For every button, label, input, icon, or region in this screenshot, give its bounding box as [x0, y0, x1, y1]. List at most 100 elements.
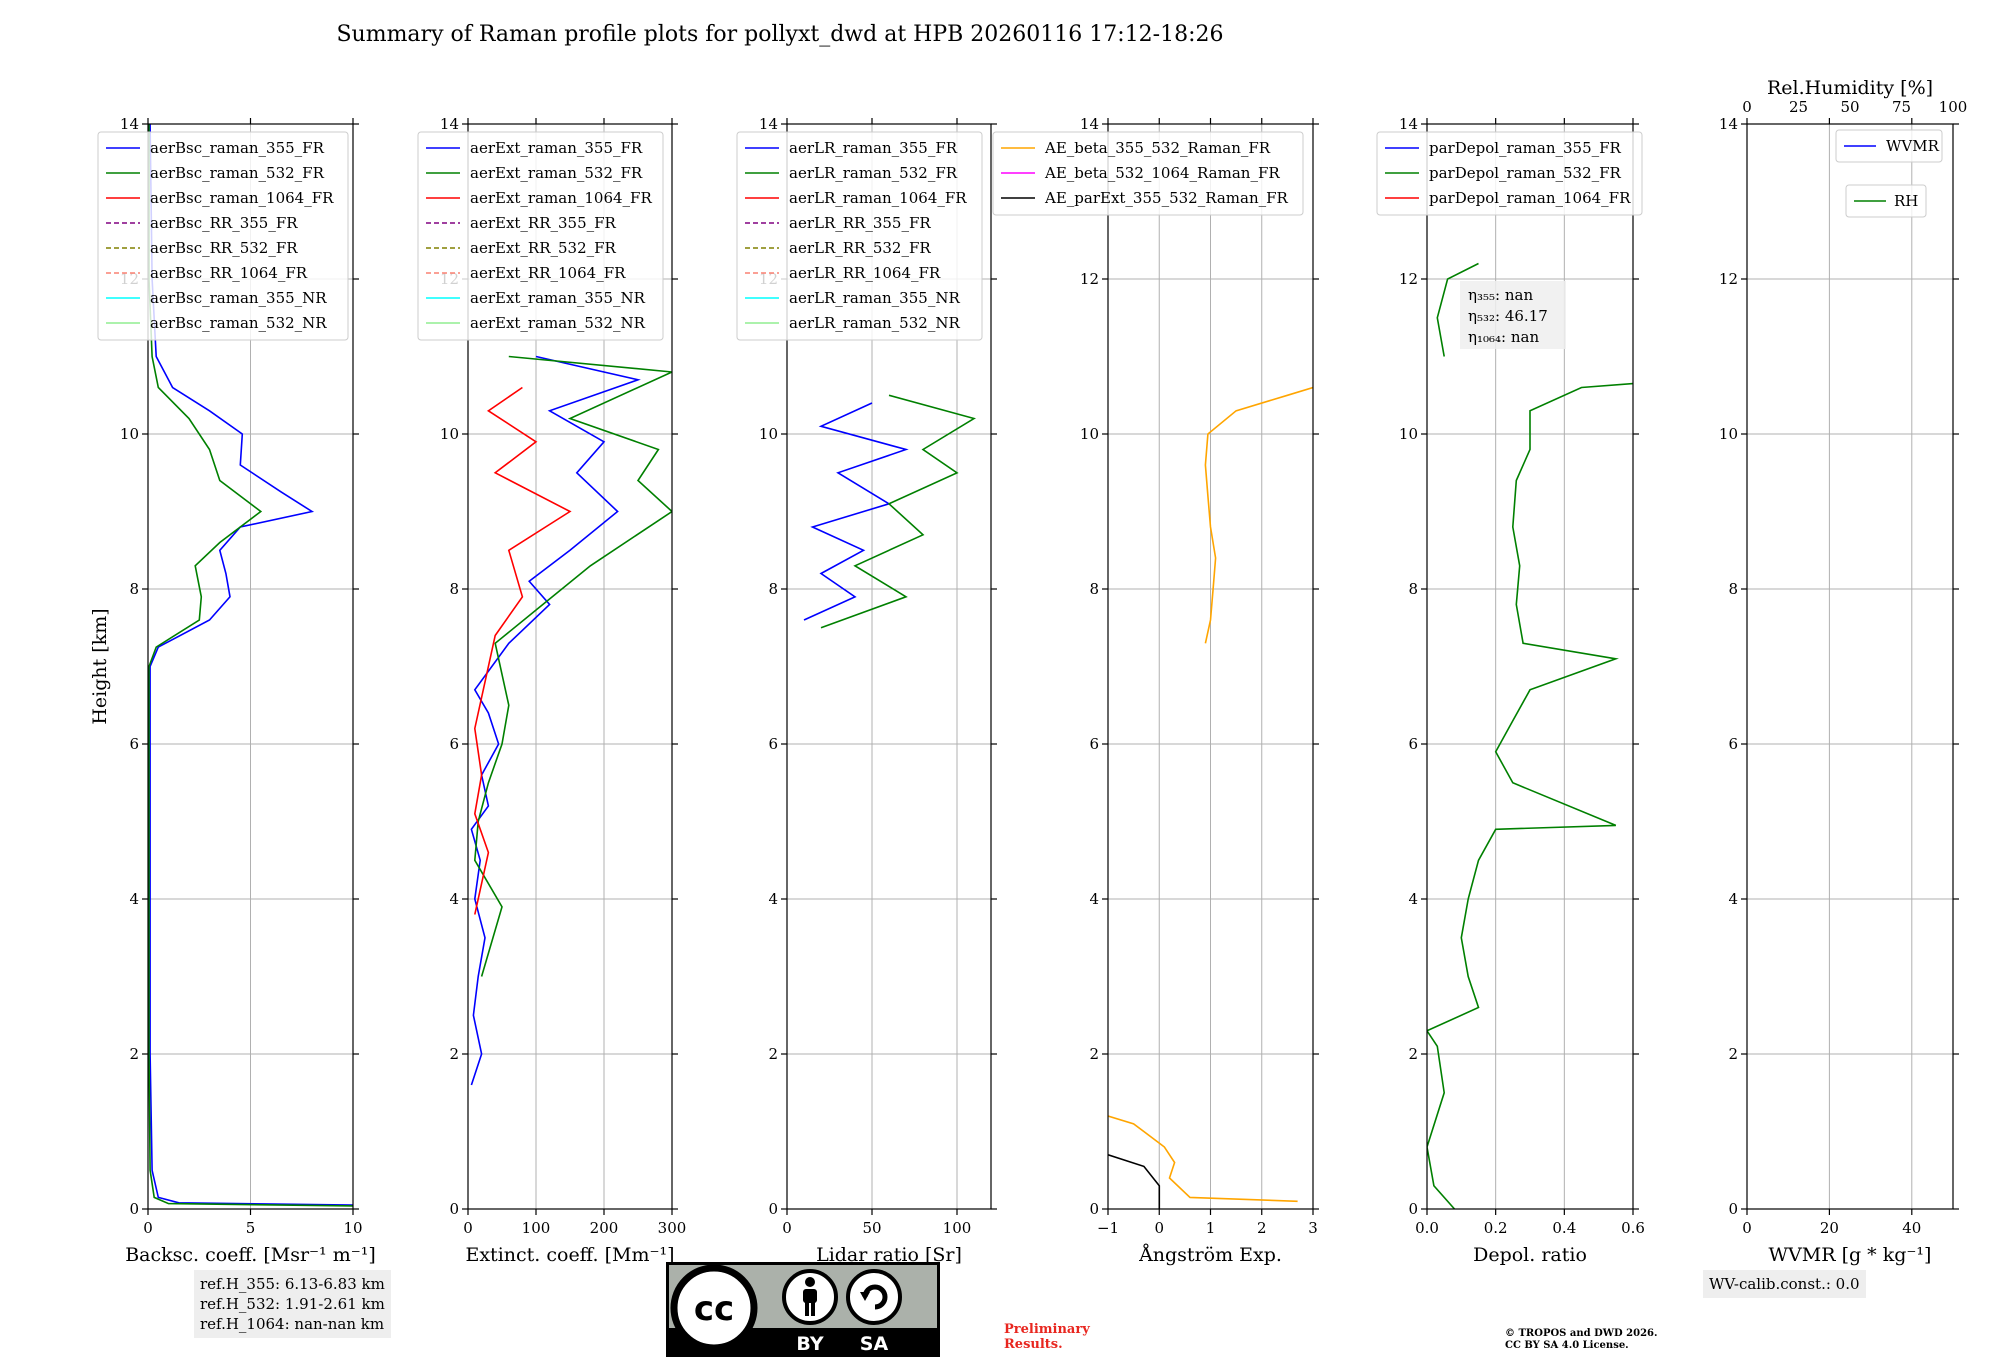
x-tick-label: 0.4 — [1552, 1219, 1576, 1237]
y-tick-label: 0 — [768, 1200, 778, 1218]
y-tick-label: 0 — [129, 1200, 139, 1218]
share-alike-icon — [846, 1269, 902, 1325]
legend-label: aerBsc_raman_1064_FR — [150, 189, 334, 207]
series-line-aerBsc_raman_355_FR — [149, 124, 353, 1206]
figure-title: Summary of Raman profile plots for polly… — [336, 22, 1224, 47]
top-x-axis-label: Rel.Humidity [%] — [1767, 77, 1933, 99]
legend-label: aerExt_RR_355_FR — [470, 214, 617, 232]
legend-box — [417, 131, 664, 341]
y-tick-label: 2 — [129, 1045, 139, 1063]
axes-frame — [786, 123, 992, 1210]
y-tick-label: 12 — [1719, 270, 1738, 288]
legend-label: aerLR_RR_532_FR — [789, 239, 931, 257]
x-tick-label: 100 — [943, 1219, 972, 1237]
x-axis-label: Extinct. coeff. [Mm⁻¹] — [465, 1244, 674, 1266]
y-tick-label: 6 — [1089, 735, 1099, 753]
panel-wv: 0 20 40 0 2 4 6 8 10 12 14 WVMR [g * kg⁻¹] 0 25 50 75 10… — [1719, 77, 1967, 1266]
legend-label: aerBsc_raman_532_FR — [150, 164, 325, 182]
x-tick-label: 50 — [862, 1219, 881, 1237]
y-tick-label: 14 — [1399, 115, 1418, 133]
x-axis-label: Ångström Exp. — [1138, 1244, 1282, 1266]
x-tick-label: 0 — [1742, 1219, 1752, 1237]
annotation-text: η₁₀₆₄: nan — [1468, 328, 1539, 346]
legend-box — [736, 131, 983, 341]
y-tick-label: 4 — [1408, 890, 1418, 908]
x-tick-label: 200 — [590, 1219, 619, 1237]
series-line-aerBsc_raman_532_FR — [148, 124, 353, 1207]
series-line-aerLR_raman_355_FR — [803, 402, 909, 621]
legend-wvmr: WVMR — [1835, 129, 1943, 163]
legend-rh: RH — [1845, 184, 1927, 218]
x-tick-label: 20 — [1820, 1219, 1839, 1237]
y-tick-label: 6 — [1408, 735, 1418, 753]
top-x-tick-label: 0 — [1742, 98, 1752, 116]
legend-label: aerLR_raman_532_FR — [789, 164, 958, 182]
x-tick-label: 0 — [782, 1219, 792, 1237]
top-x-tick-label: 75 — [1892, 98, 1911, 116]
y-tick-label: 0 — [1728, 1200, 1738, 1218]
panel-ext: 010020030002468101214Extinct. coeff. [Mm… — [417, 115, 686, 1266]
copyright-note: © TROPOS and DWD 2026. CC BY SA 4.0 Lice… — [1505, 1328, 1657, 1352]
y-tick-label: 4 — [129, 890, 139, 908]
axes-frame — [467, 123, 673, 1210]
y-tick-label: 4 — [449, 890, 459, 908]
legend-label: AE_beta_532_1064_Raman_FR — [1044, 164, 1280, 182]
legend-label: aerExt_raman_532_FR — [470, 164, 643, 182]
cc-by-label: BY — [796, 1333, 823, 1355]
legend-label: aerBsc_raman_532_NR — [150, 314, 327, 332]
legend-label: aerLR_raman_1064_FR — [789, 189, 967, 207]
y-tick-label: 12 — [1399, 270, 1418, 288]
series-line-parDepol_raman_532_FR — [1427, 382, 1633, 1209]
legend-label: aerBsc_RR_532_FR — [150, 239, 298, 257]
y-tick-label: 12 — [1080, 270, 1099, 288]
x-axis-label: Depol. ratio — [1473, 1244, 1587, 1266]
legend-depol: parDepol_raman_355_FR parDepol_raman_532_… — [1376, 131, 1643, 216]
y-tick-label: 10 — [1719, 425, 1738, 443]
legend-label: aerBsc_raman_355_NR — [150, 289, 327, 307]
top-x-tick-label: 25 — [1789, 98, 1808, 116]
legend-label: aerExt_raman_1064_FR — [470, 189, 652, 207]
x-tick-label: 0 — [463, 1219, 473, 1237]
y-tick-label: 10 — [759, 425, 778, 443]
legend-box — [97, 131, 349, 341]
y-tick-label: 14 — [120, 115, 139, 133]
y-tick-label: 6 — [768, 735, 778, 753]
legend-ae: AE_beta_355_532_Raman_FR AE_beta_532_1064… — [992, 131, 1304, 216]
legend-label: aerLR_raman_532_NR — [789, 314, 960, 332]
y-tick-label: 4 — [1089, 890, 1099, 908]
x-tick-label: 100 — [522, 1219, 551, 1237]
y-tick-label: 4 — [1728, 890, 1738, 908]
y-tick-label: 4 — [768, 890, 778, 908]
copyright-line-1: © TROPOS and DWD 2026. — [1505, 1328, 1658, 1339]
series-line-aerExt_raman_532_FR — [473, 355, 672, 977]
y-axis-label: Height [km] — [89, 608, 111, 724]
legend-label: parDepol_raman_532_FR — [1429, 164, 1622, 182]
y-tick-label: 0 — [449, 1200, 459, 1218]
y-tick-label: 10 — [120, 425, 139, 443]
legend-box — [1376, 131, 1643, 216]
y-tick-label: 6 — [449, 735, 459, 753]
x-tick-label: −1 — [1097, 1219, 1119, 1237]
legend-label: aerBsc_raman_355_FR — [150, 139, 325, 157]
legend-bsc: aerBsc_raman_355_FR aerBsc_raman_532_FRae… — [97, 131, 349, 341]
x-tick-label: 5 — [246, 1219, 256, 1237]
series-line-parDepol_raman_532_FR_upper — [1436, 262, 1479, 357]
legend-label: aerExt_raman_532_NR — [470, 314, 646, 332]
y-tick-label: 8 — [1089, 580, 1099, 598]
legend-label: AE_beta_355_532_Raman_FR — [1044, 139, 1271, 157]
y-tick-label: 14 — [440, 115, 459, 133]
y-tick-label: 6 — [1728, 735, 1738, 753]
y-tick-label: 8 — [449, 580, 459, 598]
y-tick-label: 8 — [1408, 580, 1418, 598]
annotation-box — [1460, 281, 1566, 349]
cc-license-logo: cc BY SA — [666, 1262, 940, 1357]
y-tick-label: 14 — [1080, 115, 1099, 133]
panel-bsc: 051002468101214Backsc. coeff. [Msr⁻¹ m⁻¹… — [89, 115, 376, 1266]
y-tick-label: 2 — [1728, 1045, 1738, 1063]
legend-label: parDepol_raman_355_FR — [1429, 139, 1622, 157]
annotation-text: η₃₅₅: nan — [1468, 286, 1533, 304]
series-line-aerLR_raman_532_FR — [820, 394, 977, 629]
y-tick-label: 8 — [1728, 580, 1738, 598]
y-tick-label: 14 — [1719, 115, 1738, 133]
